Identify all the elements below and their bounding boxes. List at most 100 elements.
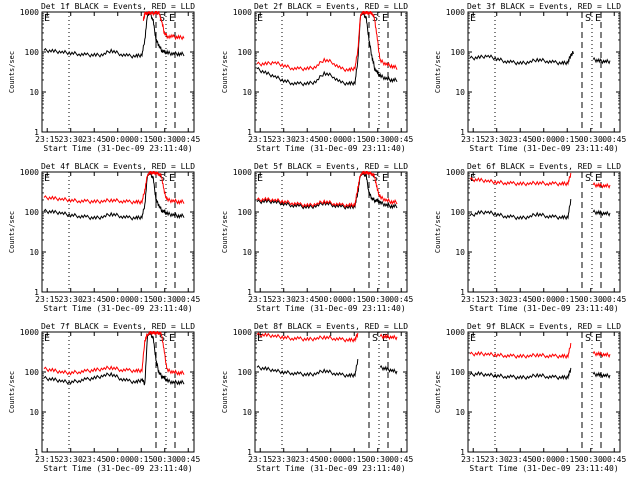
x-tick-label: 23:45	[295, 295, 319, 304]
y-tick-label: 1	[34, 128, 39, 137]
y-tick-label: 1	[34, 288, 39, 297]
series-line-lld	[43, 330, 185, 377]
plot-frame	[467, 171, 621, 293]
x-axis-label: Start Time (31-Dec-09 23:11:40)	[469, 304, 618, 313]
y-tick-label: 1	[247, 288, 252, 297]
y-tick-label: 1000	[233, 8, 252, 17]
series-line-events	[379, 364, 398, 375]
series-line-lld	[256, 170, 398, 209]
series-line-events	[256, 170, 398, 210]
x-tick-label: 23:30	[485, 295, 509, 304]
x-tick-label: 00:00	[319, 455, 343, 464]
series-line-events	[592, 56, 611, 65]
x-tick-label: 23:15	[248, 135, 272, 144]
y-tick-label: 100	[238, 48, 253, 57]
y-tick-label: 100	[238, 208, 253, 217]
x-tick-label: 23:45	[508, 295, 532, 304]
event-annotation: E	[169, 13, 175, 24]
series-line-lld	[256, 332, 359, 343]
chart-panel-1: Det 1f BLACK = Events, RED = LLD 1 10 100 10…	[8, 2, 200, 153]
x-tick-label: 23:15	[35, 135, 59, 144]
event-annotation: E	[382, 173, 388, 184]
event-annotation: S	[372, 13, 378, 24]
y-tick-label: 10	[29, 248, 39, 257]
x-tick-label: 00:30	[366, 135, 390, 144]
event-annotation: S	[159, 13, 165, 24]
x-tick-label: 00:00	[106, 135, 130, 144]
x-tick-label: 23:30	[485, 135, 509, 144]
x-tick-label: 00:00	[532, 455, 556, 464]
x-tick-label: 00:30	[366, 455, 390, 464]
chart-title: Det 3f BLACK = Events, RED = LLD	[467, 2, 621, 11]
y-tick-label: 1000	[20, 168, 39, 177]
series-line-lld	[592, 182, 611, 189]
y-tick-label: 1000	[20, 8, 39, 17]
series-line-lld	[256, 10, 398, 73]
x-tick-label: 23:15	[35, 455, 59, 464]
x-axis-label: Start Time (31-Dec-09 23:11:40)	[469, 144, 618, 153]
chart-title: Det 6f BLACK = Events, RED = LLD	[467, 162, 621, 171]
chart-title: Det 5f BLACK = Events, RED = LLD	[254, 162, 408, 171]
event-annotation: S	[585, 333, 591, 344]
x-tick-label: 00:45	[602, 295, 626, 304]
plot-frame	[41, 171, 195, 293]
x-tick-label: 00:45	[389, 455, 413, 464]
y-tick-label: 100	[25, 368, 40, 377]
x-tick-label: 00:45	[602, 135, 626, 144]
y-tick-label: 10	[242, 408, 252, 417]
event-annotation: S	[585, 13, 591, 24]
x-axis-label: Start Time (31-Dec-09 23:11:40)	[256, 144, 405, 153]
y-axis-label: Counts/sec	[434, 371, 442, 413]
chart-panel-8: Det 8f BLACK = Events, RED = LLD 1 10 100 10…	[221, 322, 413, 473]
event-annotation: E	[382, 13, 388, 24]
x-tick-label: 00:15	[129, 455, 153, 464]
y-tick-label: 100	[451, 48, 466, 57]
x-tick-label: 00:15	[342, 295, 366, 304]
y-tick-label: 10	[455, 408, 465, 417]
x-tick-label: 23:30	[272, 295, 296, 304]
x-tick-label: 00:45	[602, 455, 626, 464]
x-tick-label: 23:45	[508, 135, 532, 144]
y-axis-label: Counts/sec	[221, 371, 229, 413]
chart-title: Det 8f BLACK = Events, RED = LLD	[254, 322, 408, 331]
y-axis-label: Counts/sec	[434, 51, 442, 93]
x-tick-label: 00:45	[176, 455, 200, 464]
event-annotation: E	[169, 333, 175, 344]
series-line-lld	[592, 350, 611, 359]
y-tick-label: 1000	[446, 328, 465, 337]
event-annotation: E	[257, 173, 263, 184]
event-annotation: E	[257, 13, 263, 24]
x-tick-label: 23:45	[295, 135, 319, 144]
chart-panel-3: Det 3f BLACK = Events, RED = LLD 1 10 100 10…	[434, 2, 626, 153]
y-tick-label: 1	[460, 128, 465, 137]
series-line-events	[469, 367, 572, 381]
series-line-lld	[142, 10, 185, 41]
x-tick-label: 00:15	[555, 135, 579, 144]
event-annotation: E	[470, 173, 476, 184]
x-tick-label: 23:15	[248, 455, 272, 464]
event-annotation: E	[470, 333, 476, 344]
x-tick-label: 00:00	[106, 455, 130, 464]
x-tick-label: 00:30	[579, 295, 603, 304]
event-annotation: E	[44, 333, 50, 344]
event-annotation: E	[257, 333, 263, 344]
plot-frame	[467, 11, 621, 133]
x-tick-label: 00:15	[342, 455, 366, 464]
x-axis-label: Start Time (31-Dec-09 23:11:40)	[43, 464, 192, 473]
x-tick-label: 00:00	[532, 135, 556, 144]
event-annotation: S	[585, 173, 591, 184]
x-axis-label: Start Time (31-Dec-09 23:11:40)	[256, 464, 405, 473]
series-line-lld	[43, 170, 185, 206]
series-line-events	[256, 359, 359, 379]
event-annotation: E	[595, 333, 601, 344]
x-axis-label: Start Time (31-Dec-09 23:11:40)	[256, 304, 405, 313]
x-tick-label: 00:45	[389, 135, 413, 144]
event-annotation: E	[470, 13, 476, 24]
x-tick-label: 23:30	[485, 455, 509, 464]
x-tick-label: 23:15	[461, 295, 485, 304]
chart-title: Det 7f BLACK = Events, RED = LLD	[41, 322, 195, 331]
x-tick-label: 00:00	[106, 295, 130, 304]
x-tick-label: 00:30	[579, 455, 603, 464]
x-tick-label: 00:45	[176, 295, 200, 304]
